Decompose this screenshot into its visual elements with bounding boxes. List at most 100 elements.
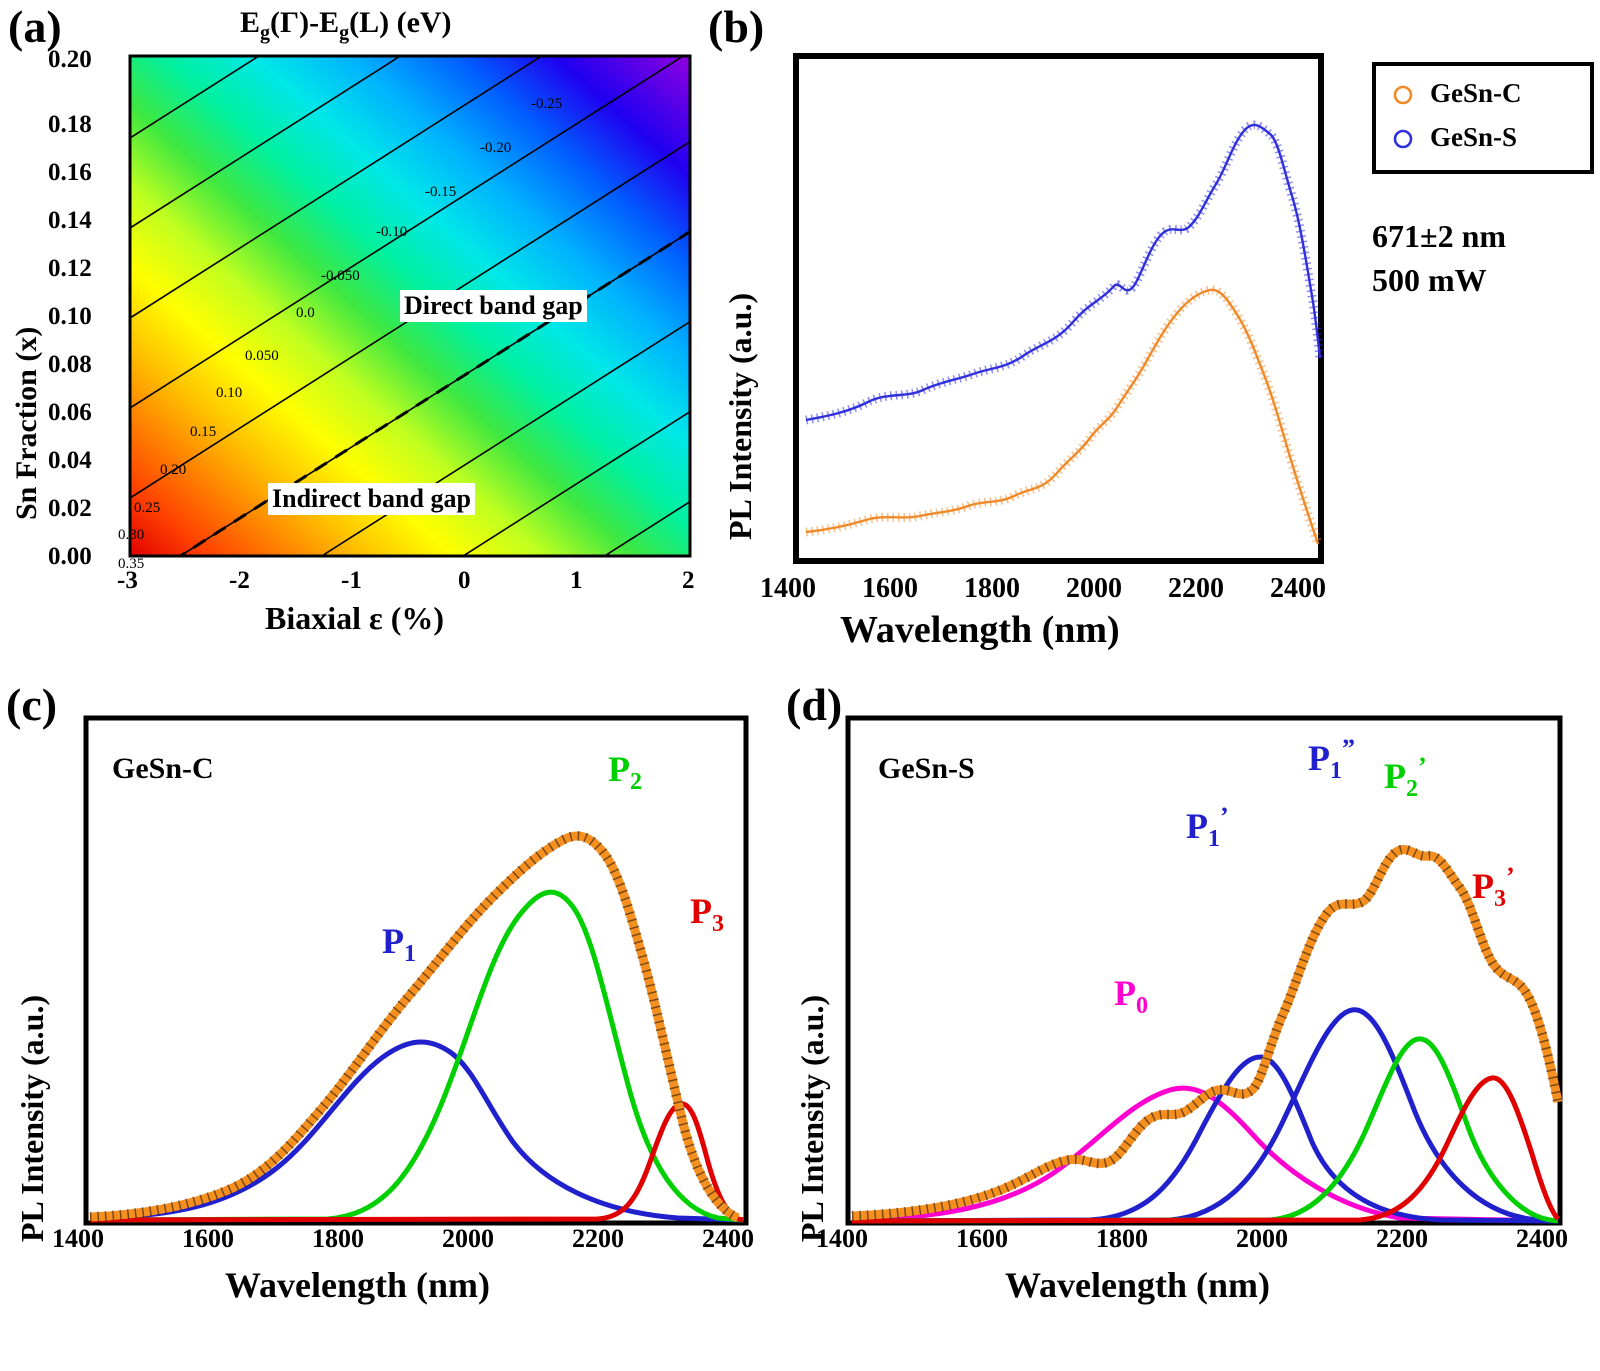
panel-a: (a) Eg(Γ)-Eg(L) (eV) Sn Fraction (x) — [0, 0, 720, 670]
peak-label-p3-sub: 3 — [712, 911, 724, 938]
peak-label-p0-text: P — [1114, 973, 1136, 1013]
peak-label-p1-dprime-sup: ” — [1342, 734, 1355, 763]
peak-label-p1: P1 — [382, 920, 416, 968]
peak-label-p0-sub: 0 — [1136, 993, 1148, 1020]
panel-b-label: (b) — [708, 1, 765, 52]
peak-label-p1-prime-text: P — [1186, 806, 1208, 846]
curve-p3p — [851, 1075, 1560, 1224]
panel-a-xlabel: Biaxial ε (%) — [265, 600, 444, 636]
legend-label-gesn-s: GeSn-S — [1430, 122, 1518, 152]
peak-label-p1-dprime-text: P — [1308, 738, 1330, 778]
peak-label-p2-text: P — [608, 749, 630, 789]
panel-a-ylabel: Sn Fraction (x) — [10, 326, 43, 520]
panel-b-note-power: 500 mW — [1372, 262, 1487, 298]
panel-a-xtick-2: -1 — [341, 567, 362, 594]
panel-d-xlabel: Wavelength (nm) — [1005, 1265, 1270, 1305]
panel-a-ytick-0: 0.00 — [48, 543, 92, 570]
peak-label-p3: P3 — [690, 890, 724, 938]
panel-d-label: (d) — [786, 679, 843, 730]
panel-c-xtick-2: 1800 — [312, 1224, 364, 1253]
peak-label-p2-prime-sup: ’ — [1418, 752, 1427, 781]
panel-c-xlabel: Wavelength (nm) — [225, 1265, 490, 1305]
legend-marker-gesn-s — [1393, 129, 1413, 149]
curve-p2 — [89, 889, 744, 1223]
peak-label-p1-prime-sup: ’ — [1220, 802, 1229, 831]
panel-a-title-sub2: g — [339, 22, 350, 44]
panel-a-label: (a) — [8, 1, 62, 52]
peak-label-p3-text: P — [690, 891, 712, 931]
panel-a-ytick-7: 0.14 — [48, 207, 92, 234]
contour-label-6: 0.050 — [245, 348, 279, 364]
peak-label-p2: P2 — [608, 748, 642, 796]
panel-a-title-g1: (Γ)- — [270, 6, 320, 39]
panel-b-plot — [793, 53, 1325, 564]
curve-p1pp — [851, 1007, 1559, 1224]
panel-b-ylabel: PL Intensity (a.u.) — [722, 292, 758, 540]
contour-label-5: 0.0 — [296, 305, 315, 321]
peak-label-p1-text: P — [382, 921, 404, 961]
panel-a-xtick-5: 2 — [682, 567, 695, 594]
contour-label-12: 0.35 — [118, 556, 145, 572]
panel-b-note-wavelength: 671±2 nm — [1372, 218, 1507, 254]
peak-label-p3-prime-sup: ’ — [1506, 862, 1515, 891]
panel-b-xtick-1: 1600 — [862, 573, 918, 604]
contour-label-0: -0.25 — [531, 96, 563, 112]
peak-label-p1-prime-sub: 1 — [1208, 826, 1220, 853]
peak-label-p2-prime-sub: 2 — [1406, 776, 1418, 803]
panel-a-ytick-5: 0.10 — [48, 303, 92, 330]
panel-a-ytick-6: 0.12 — [48, 255, 92, 282]
peak-label-p3-prime: P3’ — [1472, 862, 1515, 913]
peak-label-p3-prime-sub: 3 — [1494, 886, 1506, 913]
panel-b-xtick-4: 2200 — [1168, 573, 1224, 604]
panel-d-xtick-3: 2000 — [1236, 1224, 1288, 1253]
panel-a-title-e2: E — [319, 6, 340, 39]
panel-a-ytick-10: 0.20 — [48, 46, 92, 73]
panel-b-xlabel: Wavelength (nm) — [840, 609, 1120, 651]
curve-p2p — [851, 1036, 1559, 1224]
peak-label-p1-dprime-sub: 1 — [1330, 758, 1342, 785]
annotation-indirect: Indirect band gap — [268, 483, 475, 515]
panel-d-xtick-0: 1400 — [816, 1224, 868, 1253]
panel-b-xtick-2: 1800 — [964, 573, 1020, 604]
panel-b-xtick-0: 1400 — [760, 573, 816, 604]
peak-label-p2-prime-text: P — [1384, 756, 1406, 796]
contour-label-2: -0.15 — [425, 184, 457, 200]
series-gesn-c-markers — [805, 285, 1323, 546]
panel-a-xtick-4: 1 — [570, 567, 583, 594]
series-gesn-s — [805, 123, 1322, 422]
contour-label-4: -0.050 — [321, 268, 360, 284]
legend-marker-gesn-c — [1393, 85, 1413, 105]
panel-c-xtick-5: 2400 — [702, 1224, 754, 1253]
panel-a-title-g2: (L) (eV) — [349, 6, 452, 39]
curve-p1 — [89, 1039, 744, 1223]
peak-label-p1-prime: P1’ — [1186, 802, 1229, 853]
curve-envelope-d — [851, 845, 1563, 1221]
panel-c-xtick-0: 1400 — [52, 1224, 104, 1253]
panel-a-xtick-1: -2 — [229, 567, 250, 594]
peak-label-p0: P0 — [1114, 972, 1148, 1020]
panel-a-ytick-9: 0.18 — [48, 111, 92, 138]
panel-d-ylabel: PL Intensity (a.u.) — [794, 994, 830, 1242]
annotation-direct: Direct band gap — [400, 290, 587, 322]
peak-label-p3-prime-text: P — [1472, 866, 1494, 906]
panel-a-ytick-1: 0.02 — [48, 495, 92, 522]
contour-label-11: 0.30 — [118, 527, 145, 543]
panel-a-title: Eg(Γ)-Eg(L) (eV) — [240, 6, 452, 45]
panel-a-xtick-0: -3 — [117, 567, 138, 594]
panel-a-ytick-3: 0.06 — [48, 399, 92, 426]
panel-a-ytick-8: 0.16 — [48, 159, 92, 186]
contour-label-10: 0.25 — [134, 500, 161, 516]
panel-d-xtick-1: 1600 — [956, 1224, 1008, 1253]
contour-label-3: -0.10 — [376, 224, 408, 240]
panel-a-title-sub1: g — [260, 22, 271, 44]
panel-a-ytick-2: 0.04 — [48, 447, 92, 474]
curve-p0 — [851, 1085, 1559, 1224]
contour-label-8: 0.15 — [190, 424, 217, 440]
panel-c-sample-label: GeSn-C — [112, 752, 214, 785]
panel-b: (b) PL Intensity (a.u.) 1400 1600 1800 2… — [700, 0, 1600, 670]
panel-d: (d) PL Intensity (a.u.) GeSn-S P0 P1’ P1… — [780, 672, 1600, 1371]
panel-c-label: (c) — [6, 679, 58, 730]
panel-b-legend: GeSn-C GeSn-S — [1372, 62, 1594, 174]
panel-c-ylabel: PL Intensity (a.u.) — [14, 994, 50, 1242]
panel-d-sample-label: GeSn-S — [878, 752, 975, 785]
